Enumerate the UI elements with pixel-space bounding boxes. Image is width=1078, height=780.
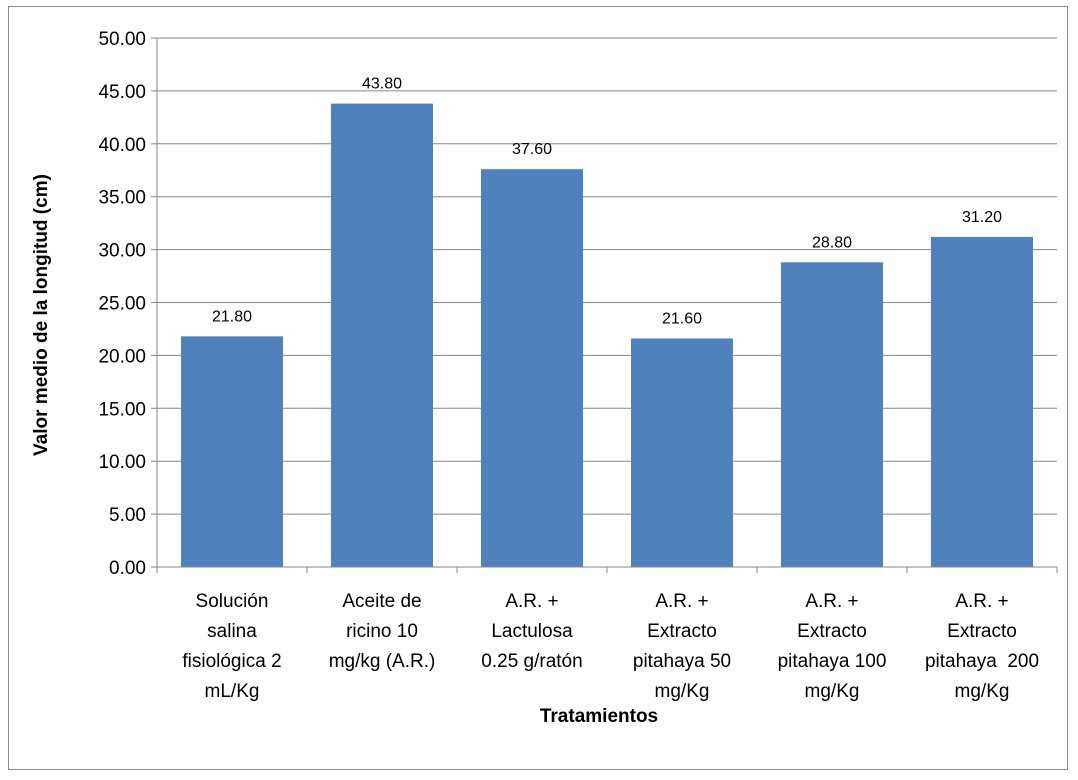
x-category-label: Aceite de ricino 10 mg/kg (A.R.) bbox=[329, 591, 436, 672]
y-tick-label: 15.00 bbox=[98, 399, 146, 420]
bar bbox=[631, 338, 733, 567]
data-label: 21.80 bbox=[212, 308, 252, 325]
bar-chart: 0.00 5.00 10.00 15.00 20.00 25.00 30.00 35.00 40… bbox=[31, 29, 1058, 727]
data-labels: 21.80 43.80 37.60 21.60 28.80 31.20 bbox=[212, 76, 1002, 328]
y-tick-label: 10.00 bbox=[98, 452, 146, 473]
x-axis-title: Tratamientos bbox=[540, 706, 658, 727]
x-category-label: A.R. + Extracto pitahaya 200 mg/Kg bbox=[925, 591, 1039, 702]
bars bbox=[181, 103, 1033, 568]
data-label: 28.80 bbox=[812, 234, 852, 251]
y-tick-label: 30.00 bbox=[98, 241, 146, 262]
y-tick-label: 25.00 bbox=[98, 294, 146, 315]
data-label: 43.80 bbox=[362, 76, 402, 93]
bar bbox=[931, 236, 1033, 568]
y-tick-label: 5.00 bbox=[109, 505, 146, 526]
gridlines bbox=[157, 37, 1057, 515]
bar bbox=[181, 336, 283, 567]
y-tick-label: 20.00 bbox=[98, 346, 146, 367]
y-axis-title: Valor medio de la longitud (cm) bbox=[31, 174, 52, 456]
data-label: 31.20 bbox=[962, 209, 1002, 226]
x-category-label: Solución salina fisiológica 2 mL/Kg bbox=[182, 591, 281, 702]
axes bbox=[151, 37, 1058, 573]
y-tick-label: 50.00 bbox=[98, 29, 146, 50]
bar bbox=[331, 103, 433, 567]
data-label: 21.60 bbox=[662, 310, 702, 327]
y-tick-label: 35.00 bbox=[98, 188, 146, 209]
x-category-label: A.R. + Extracto pitahaya 50 mg/Kg bbox=[633, 591, 731, 702]
data-label: 37.60 bbox=[512, 141, 552, 158]
x-category-labels: Solución salina fisiológica 2 mL/Kg Aceite d… bbox=[182, 591, 1039, 702]
x-category-label: A.R. + Extracto pitahaya 100 mg/Kg bbox=[778, 591, 887, 702]
y-tick-label: 45.00 bbox=[98, 82, 146, 103]
y-tick-label: 0.00 bbox=[109, 558, 146, 579]
y-tick-label: 40.00 bbox=[98, 135, 146, 156]
chart-frame: 0.00 5.00 10.00 15.00 20.00 25.00 30.00 35.00 40… bbox=[8, 6, 1068, 770]
y-tick-labels: 0.00 5.00 10.00 15.00 20.00 25.00 30.00 35.00 40… bbox=[98, 29, 146, 579]
x-category-label: A.R. + Lactulosa 0.25 g/ratón bbox=[481, 591, 582, 672]
bar bbox=[481, 169, 583, 567]
bar bbox=[781, 262, 883, 567]
